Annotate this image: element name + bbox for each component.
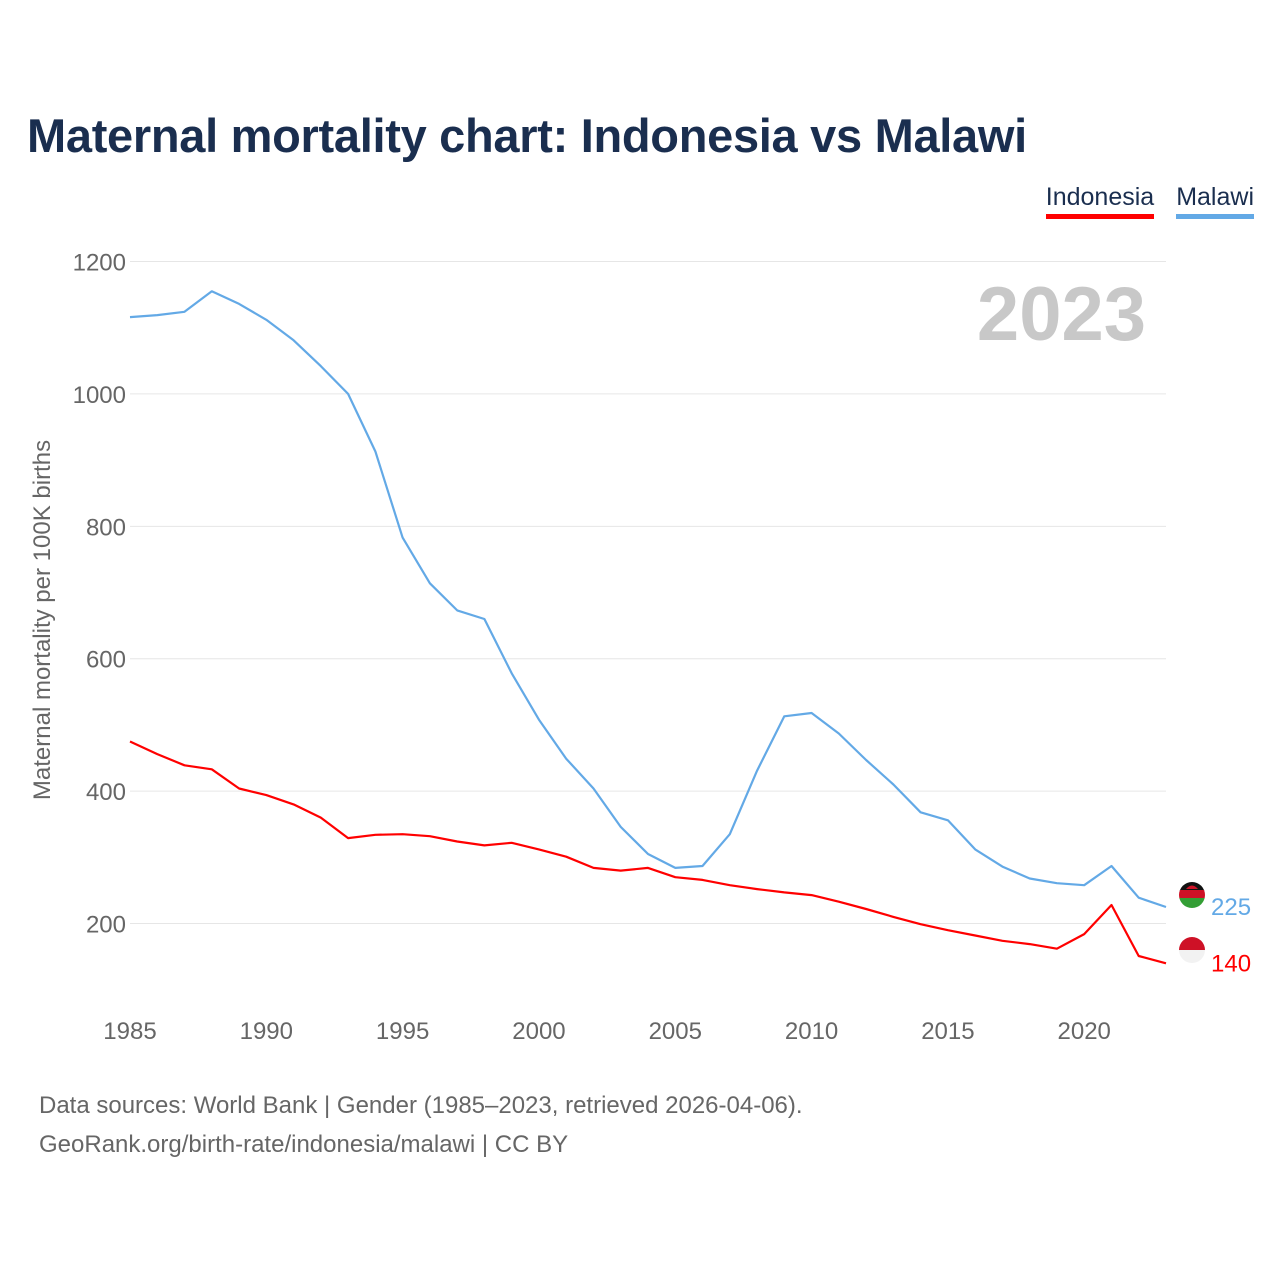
- legend-item-indonesia[interactable]: Indonesia: [1045, 183, 1155, 219]
- x-tick-label: 2020: [1058, 1018, 1111, 1045]
- x-tick-label: 1995: [376, 1018, 429, 1045]
- end-labels: 225 140: [1211, 894, 1251, 977]
- y-tick-label: 200: [86, 912, 126, 939]
- end-label-indonesia: 140: [1211, 950, 1251, 977]
- x-tick-label: 2000: [512, 1018, 565, 1045]
- malawi-flag-icon: [1179, 882, 1205, 908]
- x-tick-label: 2010: [785, 1018, 838, 1045]
- x-tick-label: 2005: [649, 1018, 702, 1045]
- y-tick-label: 1000: [73, 382, 126, 409]
- series-lines: [129, 290, 1167, 965]
- y-axis-ticks: 200 400 600 800 1000 1200: [73, 250, 126, 939]
- series-line-malawi: [129, 290, 1167, 909]
- y-axis-label: Maternal mortality per 100K births: [29, 440, 56, 800]
- grid-lines: [130, 261, 1166, 925]
- y-tick-label: 600: [86, 647, 126, 674]
- year-watermark: 2023: [977, 272, 1146, 357]
- indonesia-flag-icon: [1179, 937, 1205, 963]
- y-tick-label: 1200: [73, 250, 126, 277]
- source-note: Data sources: World Bank | Gender (1985–…: [39, 1092, 803, 1119]
- footer: Data sources: World Bank | Gender (1985–…: [39, 1086, 803, 1164]
- y-tick-label: 800: [86, 514, 126, 541]
- attribution: GeoRank.org/birth-rate/indonesia/malawi …: [39, 1131, 569, 1158]
- chart-title: Maternal mortality chart: Indonesia vs M…: [27, 109, 1027, 162]
- x-tick-label: 2015: [921, 1018, 974, 1045]
- legend: Indonesia Malawi: [1045, 183, 1254, 219]
- end-label-malawi: 225: [1211, 894, 1251, 921]
- x-tick-label: 1990: [240, 1018, 293, 1045]
- series-line-indonesia: [129, 740, 1167, 965]
- x-axis-ticks: 1985 1990 1995 2000 2005 2010 2015 2020: [103, 1018, 1111, 1045]
- legend-item-malawi[interactable]: Malawi: [1176, 183, 1254, 219]
- x-tick-label: 1985: [103, 1018, 156, 1045]
- line-chart: 2023 200 400 600 800 1000 1200 1985 1990 1995 20…: [29, 250, 1251, 1046]
- y-tick-label: 400: [86, 779, 126, 806]
